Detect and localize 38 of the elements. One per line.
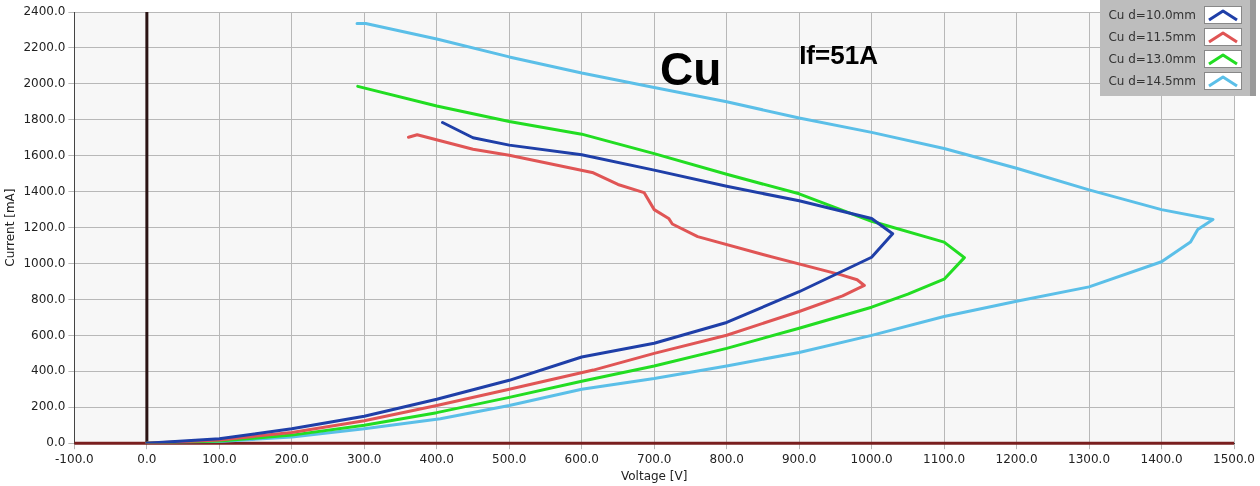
y-tick-label: 1600.0 (23, 147, 66, 162)
y-tick-label: 1400.0 (23, 183, 66, 198)
x-tick-label: -100.0 (55, 451, 94, 466)
x-tick-label: 800.0 (709, 451, 744, 466)
x-tick-label: 1400.0 (1140, 451, 1183, 466)
x-tick-label: 200.0 (274, 451, 309, 466)
y-tick-label: 600.0 (31, 327, 66, 342)
x-tick-label: 0.0 (137, 451, 157, 466)
y-tick-label: 2400.0 (23, 4, 66, 19)
y-tick-label: 400.0 (31, 363, 66, 378)
legend-label: Cu d=10.0mm (1108, 8, 1196, 22)
y-axis-title: Current [mA] (3, 188, 18, 267)
y-tick-label: 200.0 (31, 399, 66, 414)
x-tick-label: 900.0 (781, 451, 817, 466)
x-tick-label: 700.0 (637, 451, 672, 466)
y-tick-label: 1200.0 (23, 219, 66, 234)
x-tick-label: 1300.0 (1068, 451, 1111, 466)
x-tick-label: 1200.0 (995, 451, 1038, 466)
y-tick-label: 2000.0 (23, 75, 66, 90)
legend-label: Cu d=13.0mm (1108, 52, 1196, 66)
x-axis-title: Voltage [V] (620, 468, 688, 483)
annotation: If=51A (799, 39, 879, 70)
x-tick-label: 500.0 (492, 451, 527, 466)
annotation: Cu (659, 43, 722, 96)
y-tick-label: 2200.0 (23, 40, 66, 55)
x-tick-label: 400.0 (419, 451, 454, 466)
x-tick-label: 600.0 (564, 451, 599, 466)
x-tick-label: 1000.0 (850, 451, 893, 466)
legend-label: Cu d=11.5mm (1108, 30, 1196, 44)
x-tick-label: 300.0 (347, 451, 382, 466)
x-tick-label: 1500.0 (1213, 451, 1255, 466)
x-tick-label: 1100.0 (923, 451, 966, 466)
legend-label: Cu d=14.5mm (1108, 74, 1196, 88)
x-tick-label: 100.0 (202, 451, 237, 466)
y-tick-label: 800.0 (31, 291, 66, 306)
y-tick-label: 1000.0 (23, 255, 66, 270)
y-tick-label: 1800.0 (23, 111, 66, 126)
y-tick-label: 0.0 (46, 435, 66, 450)
